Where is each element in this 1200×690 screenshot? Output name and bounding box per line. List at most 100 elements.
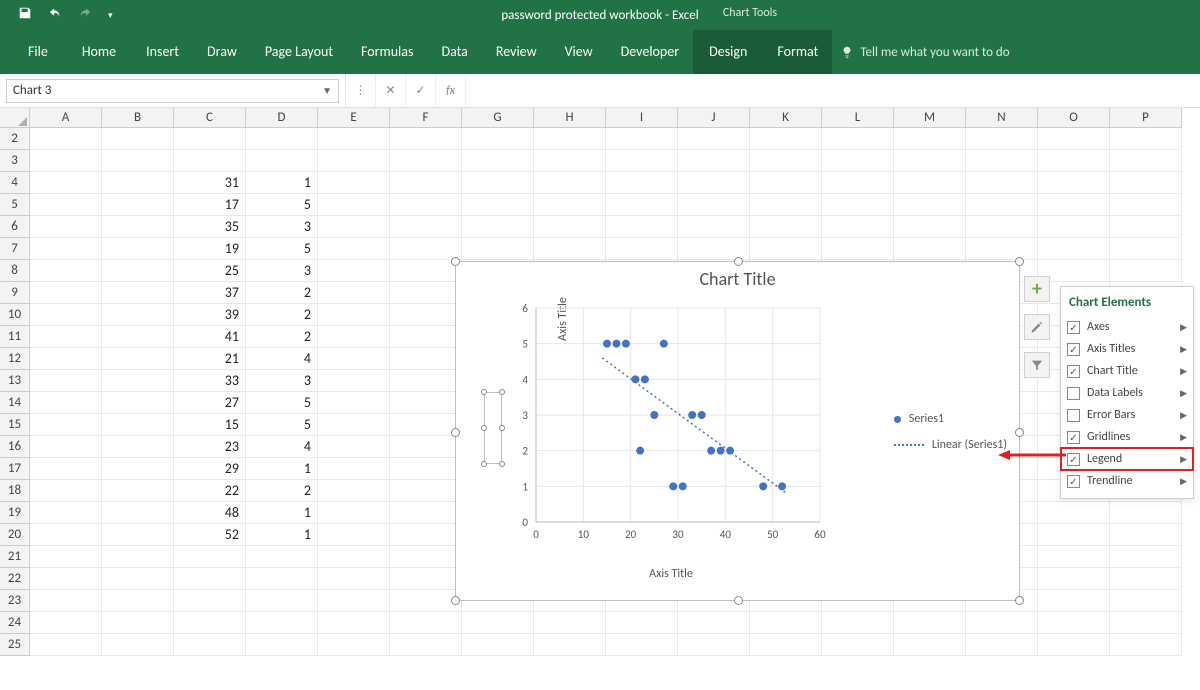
tab-draw[interactable]: Draw xyxy=(193,30,251,74)
cell[interactable] xyxy=(822,238,894,260)
cell[interactable] xyxy=(750,238,822,260)
row-header[interactable]: 8 xyxy=(0,260,30,282)
cell[interactable] xyxy=(1038,612,1110,634)
checkbox-icon[interactable] xyxy=(1067,387,1080,400)
cell[interactable] xyxy=(1038,150,1110,172)
resize-handle[interactable] xyxy=(734,596,743,605)
tab-data[interactable]: Data xyxy=(427,30,481,74)
cell[interactable]: 3 xyxy=(246,260,318,282)
cell[interactable]: 21 xyxy=(174,348,246,370)
enter-icon[interactable]: ✓ xyxy=(406,74,436,107)
row-header[interactable]: 17 xyxy=(0,458,30,480)
cell[interactable] xyxy=(30,370,102,392)
cell[interactable] xyxy=(678,612,750,634)
column-header[interactable]: O xyxy=(1038,108,1110,128)
cell[interactable] xyxy=(246,634,318,656)
tab-developer[interactable]: Developer xyxy=(607,30,693,74)
cell[interactable]: 1 xyxy=(246,458,318,480)
cell[interactable] xyxy=(966,216,1038,238)
cell[interactable] xyxy=(318,436,390,458)
column-header[interactable]: H xyxy=(534,108,606,128)
cell[interactable] xyxy=(750,634,822,656)
cell[interactable] xyxy=(534,216,606,238)
cell[interactable] xyxy=(822,150,894,172)
cell[interactable] xyxy=(102,612,174,634)
cell[interactable] xyxy=(318,282,390,304)
cell[interactable] xyxy=(318,546,390,568)
cell[interactable] xyxy=(318,502,390,524)
column-header[interactable]: D xyxy=(246,108,318,128)
column-header[interactable]: I xyxy=(606,108,678,128)
resize-handle[interactable] xyxy=(1015,596,1024,605)
fx-icon[interactable]: fx xyxy=(436,74,466,107)
chart-title[interactable]: Chart Title xyxy=(456,262,1019,290)
cell[interactable] xyxy=(390,568,462,590)
resize-handle[interactable] xyxy=(451,428,460,437)
undo-icon[interactable] xyxy=(48,6,62,24)
cell[interactable]: 39 xyxy=(174,304,246,326)
cell[interactable] xyxy=(966,194,1038,216)
cell[interactable] xyxy=(966,612,1038,634)
cell[interactable] xyxy=(606,612,678,634)
cell[interactable] xyxy=(822,612,894,634)
dropdown-icon[interactable]: ▼ xyxy=(322,84,332,97)
cell[interactable] xyxy=(246,128,318,150)
cell[interactable] xyxy=(102,568,174,590)
cell[interactable]: 19 xyxy=(174,238,246,260)
cell[interactable] xyxy=(1038,238,1110,260)
column-header[interactable]: N xyxy=(966,108,1038,128)
cell[interactable] xyxy=(102,634,174,656)
cell[interactable] xyxy=(606,128,678,150)
cell[interactable] xyxy=(1038,634,1110,656)
row-header[interactable]: 22 xyxy=(0,568,30,590)
cell[interactable] xyxy=(102,392,174,414)
cell[interactable] xyxy=(102,590,174,612)
cell[interactable] xyxy=(30,612,102,634)
cell[interactable] xyxy=(1110,502,1182,524)
cell[interactable] xyxy=(30,128,102,150)
cell[interactable] xyxy=(966,634,1038,656)
flyout-item-data-labels[interactable]: Data Labels▶ xyxy=(1061,382,1193,404)
cell[interactable] xyxy=(174,634,246,656)
cell[interactable] xyxy=(102,260,174,282)
chevron-right-icon[interactable]: ▶ xyxy=(1180,432,1187,443)
tab-file[interactable]: File xyxy=(0,30,66,74)
cell[interactable] xyxy=(462,194,534,216)
cell[interactable] xyxy=(894,612,966,634)
cell[interactable] xyxy=(966,172,1038,194)
cell[interactable]: 2 xyxy=(246,282,318,304)
cell[interactable] xyxy=(102,414,174,436)
cell[interactable] xyxy=(30,568,102,590)
cell[interactable] xyxy=(246,612,318,634)
cell[interactable] xyxy=(390,348,462,370)
cell[interactable] xyxy=(534,128,606,150)
cell[interactable] xyxy=(30,634,102,656)
cell[interactable] xyxy=(318,172,390,194)
cell[interactable] xyxy=(390,326,462,348)
cell[interactable] xyxy=(102,172,174,194)
cell[interactable]: 22 xyxy=(174,480,246,502)
cell[interactable]: 17 xyxy=(174,194,246,216)
cell[interactable] xyxy=(318,414,390,436)
cell[interactable] xyxy=(318,634,390,656)
cell[interactable] xyxy=(606,172,678,194)
cell[interactable]: 1 xyxy=(246,502,318,524)
cell[interactable] xyxy=(1110,568,1182,590)
checkbox-icon[interactable] xyxy=(1067,365,1080,378)
flyout-item-chart-title[interactable]: Chart Title▶ xyxy=(1061,360,1193,382)
row-header[interactable]: 20 xyxy=(0,524,30,546)
flyout-item-gridlines[interactable]: Gridlines▶ xyxy=(1061,426,1193,448)
cell[interactable] xyxy=(30,414,102,436)
select-all-corner[interactable] xyxy=(0,108,30,128)
cell[interactable] xyxy=(462,612,534,634)
cell[interactable] xyxy=(894,634,966,656)
cell[interactable] xyxy=(30,282,102,304)
cell[interactable] xyxy=(30,590,102,612)
cell[interactable] xyxy=(318,238,390,260)
cell[interactable]: 29 xyxy=(174,458,246,480)
cell[interactable]: 25 xyxy=(174,260,246,282)
column-header[interactable]: J xyxy=(678,108,750,128)
cell[interactable] xyxy=(390,458,462,480)
cell[interactable] xyxy=(390,128,462,150)
cell[interactable] xyxy=(390,634,462,656)
